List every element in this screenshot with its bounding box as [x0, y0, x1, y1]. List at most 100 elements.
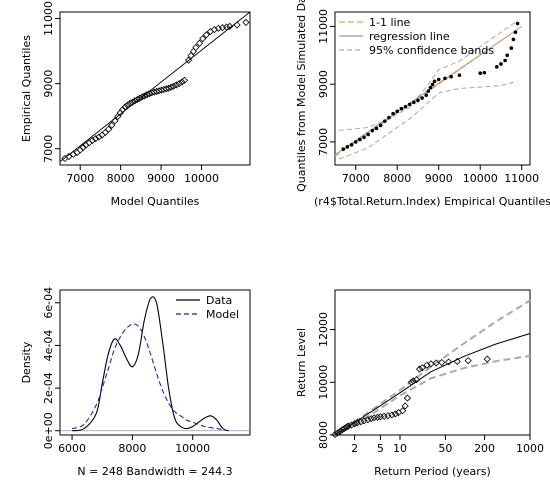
density-x-tick-label: 6000	[58, 442, 86, 455]
qq-y-axis-label: Empirical Quantiles	[20, 35, 33, 142]
return-point	[403, 394, 411, 402]
sim-point	[382, 119, 387, 123]
return-x-tick-label: 200	[474, 442, 495, 455]
sim-legend-label: regression line	[369, 30, 450, 43]
sim-point	[391, 111, 395, 116]
qq-point	[178, 78, 186, 86]
sim-point	[432, 79, 437, 84]
qq-point	[138, 93, 146, 101]
sim-point	[515, 21, 520, 26]
density-legend-label: Data	[206, 294, 232, 307]
return-y-tick-label: 8000	[317, 421, 330, 449]
sim-point	[424, 93, 429, 97]
return-point	[453, 357, 461, 366]
qq-x-axis-label: Model Quantiles	[111, 195, 200, 208]
qq-point	[131, 97, 139, 105]
sim-x-tick-label: 7000	[342, 172, 370, 185]
qq-plot-frame	[59, 11, 251, 166]
sim-point	[395, 109, 400, 114]
density-x-tick-label: 8000	[118, 442, 146, 455]
qq-point	[92, 135, 100, 143]
density-plot-frame	[59, 289, 251, 436]
qq-point	[233, 21, 241, 29]
sim-point	[426, 89, 431, 93]
sim-point	[345, 145, 350, 149]
return-point	[407, 378, 416, 386]
return-point	[483, 355, 491, 363]
sim-point	[478, 71, 483, 75]
return-point	[380, 412, 388, 420]
qq-point	[119, 106, 127, 114]
sim-point	[378, 123, 383, 128]
density-legend-label: Model	[206, 308, 239, 321]
return-point	[342, 423, 351, 431]
sim-confidence-band-upper	[339, 20, 518, 131]
return-y-tick-label: 10000	[317, 365, 330, 400]
qq-point	[199, 35, 207, 43]
sim-point	[370, 128, 375, 133]
qq-point	[101, 128, 109, 137]
sim-point	[412, 100, 416, 105]
density-y-tick-label: 0e+00	[42, 412, 55, 449]
return-point	[413, 376, 421, 384]
return-point	[357, 418, 365, 426]
qq-point	[180, 76, 189, 84]
sim-x-tick-label: 11000	[504, 172, 539, 185]
sim-point	[366, 132, 370, 137]
qq-point	[108, 121, 116, 129]
density-x-axis-label: N = 248 Bandwidth = 244.3	[77, 465, 232, 478]
return-point	[344, 422, 352, 430]
qq-y-tick-label: 7000	[42, 135, 55, 163]
return-y-axis-label: Return Level	[295, 328, 308, 397]
return-x-tick-label: 2	[351, 442, 358, 455]
qq-point	[214, 24, 223, 32]
density-y-tick-label: 2e-04	[42, 372, 55, 404]
qq-point	[170, 82, 178, 90]
qq-x-tick-label: 9000	[147, 172, 175, 185]
density-x-tick-label: 10000	[175, 442, 210, 455]
qq-point	[136, 94, 144, 102]
qq-point	[79, 143, 87, 151]
return-point	[336, 427, 344, 435]
return-x-tick-label: 10	[393, 442, 407, 455]
return-point	[438, 358, 446, 367]
sim-confidence-band-lower	[338, 80, 518, 160]
return-x-tick-label: 5	[377, 442, 384, 455]
return-fit-line	[334, 333, 531, 436]
qq-point	[128, 98, 136, 106]
panel-model-qq-plot: 7000 8000 9000 10000 7000 9000 11000 Model Quan…	[20, 1, 251, 208]
sim-point	[403, 104, 408, 109]
sim-point	[362, 135, 366, 140]
return-x-axis-label: Return Period (years)	[374, 465, 491, 478]
qq-point	[210, 26, 218, 34]
qq-point	[123, 101, 132, 109]
sim-point	[436, 77, 441, 82]
qq-point	[202, 31, 210, 39]
qq-point	[88, 137, 96, 145]
sim-point	[430, 82, 435, 87]
qq-reference-line	[59, 11, 251, 163]
sim-point	[420, 96, 424, 100]
return-point	[388, 411, 396, 419]
return-point	[418, 364, 426, 372]
return-ci-lower	[334, 354, 531, 438]
sim-point	[407, 102, 412, 107]
qq-point	[184, 56, 193, 64]
qq-point	[143, 91, 151, 99]
return-point	[391, 410, 399, 418]
sim-point	[374, 126, 379, 131]
return-point	[331, 430, 339, 439]
sim-point	[353, 140, 358, 144]
sim-point	[387, 115, 391, 120]
return-plot-frame	[334, 289, 531, 436]
return-point	[348, 421, 356, 429]
return-point	[376, 413, 384, 421]
return-point	[370, 414, 378, 422]
qq-point	[222, 23, 231, 31]
sim-point	[495, 65, 499, 69]
density-y-tick-label: 6e-04	[42, 287, 55, 319]
density-series-model	[71, 323, 229, 432]
return-point	[334, 429, 342, 437]
qq-x-tick-label: 7000	[66, 172, 94, 185]
return-point	[432, 359, 440, 367]
